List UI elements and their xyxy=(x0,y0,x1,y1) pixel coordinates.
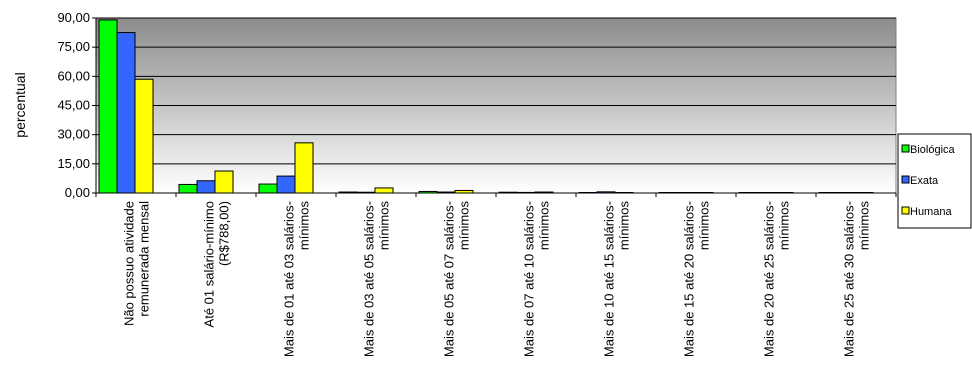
y-tick-label: 30,00 xyxy=(57,127,90,142)
y-tick-label: 0,00 xyxy=(65,185,90,200)
x-tick-label: Mais de 05 até 07 salários- xyxy=(442,201,457,357)
x-tick-label: Não possuo atividade xyxy=(122,201,137,326)
legend: Biológica Exata Humana xyxy=(897,133,972,229)
x-tick-label: mínimos xyxy=(537,201,552,251)
x-tick-label: Mais de 07 até 10 salários- xyxy=(522,201,537,357)
y-tick-label: 90,00 xyxy=(57,10,90,25)
legend-swatch xyxy=(901,175,910,184)
bar xyxy=(294,142,314,194)
legend-box xyxy=(897,133,972,229)
x-tick-label: Mais de 01 até 03 salários- xyxy=(282,201,297,357)
x-tick-label: Mais de 03 até 05 salários- xyxy=(362,201,377,357)
x-tick-label: mínimos xyxy=(857,201,872,251)
x-tick-label: remunerada mensal xyxy=(137,201,152,317)
bar xyxy=(214,170,234,194)
bar xyxy=(276,175,296,194)
legend-swatch xyxy=(901,144,910,153)
legend-label: Biológica xyxy=(910,144,956,156)
x-tick-label: (R$788,00) xyxy=(217,201,232,266)
y-tick-label: 60,00 xyxy=(57,68,90,83)
y-tick-label: 75,00 xyxy=(57,39,90,54)
x-tick-label: Mais de 25 até 30 salários- xyxy=(842,201,857,357)
bar xyxy=(196,180,216,194)
y-axis-label: percentual xyxy=(12,72,28,137)
bar xyxy=(178,183,198,194)
x-tick-label: Mais de 10 até 15 salários- xyxy=(602,201,617,357)
x-tick-label: mínimos xyxy=(617,201,632,251)
x-tick-label: Mais de 20 até 25 salários- xyxy=(762,201,777,357)
x-tick-label: mínimos xyxy=(697,201,712,251)
x-tick-label: mínimos xyxy=(777,201,792,251)
legend-label: Humana xyxy=(910,206,952,218)
bar xyxy=(134,78,154,194)
bar xyxy=(258,183,278,194)
x-tick-label: mínimos xyxy=(457,201,472,251)
bar xyxy=(98,19,118,194)
legend-swatch xyxy=(901,206,910,215)
x-tick-label: mínimos xyxy=(377,201,392,251)
x-tick-label: mínimos xyxy=(297,201,312,251)
legend-label: Exata xyxy=(910,175,939,187)
x-tick-label: Mais de 15 até 20 salários- xyxy=(682,201,697,357)
y-tick-label: 45,00 xyxy=(57,98,90,113)
x-tick-label: Até 01 salário-mínimo xyxy=(202,201,217,327)
y-tick-label: 15,00 xyxy=(57,156,90,171)
bar xyxy=(116,32,136,194)
bar xyxy=(374,187,394,194)
